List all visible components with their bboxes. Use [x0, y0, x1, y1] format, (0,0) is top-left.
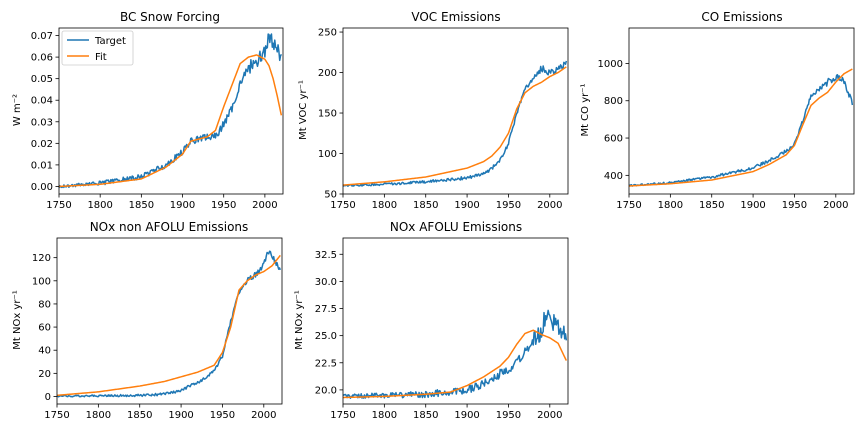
panel-co-emissions: CO Emissions Mt CO yr⁻¹ 1750 1800 1850 1900…	[580, 10, 855, 211]
y-tick-label: 250	[318, 28, 337, 39]
y-tick-label: 400	[604, 171, 623, 182]
y-tick-label: 800	[604, 96, 623, 107]
series-line-fit	[342, 329, 568, 399]
y-axis-label: Mt NOx yr⁻¹	[294, 290, 305, 350]
y-tick-label: 0.07	[31, 31, 53, 42]
x-tick-label: 2000	[537, 410, 562, 421]
y-tick-label: 32.5	[315, 250, 337, 261]
series-line-target	[56, 250, 282, 398]
x-tick-label: 1800	[372, 200, 397, 211]
y-tick-label: 100	[318, 149, 337, 160]
x-tick-label: 1900	[170, 200, 195, 211]
panel-title: BC Snow Forcing	[120, 10, 220, 24]
y-tick-label: 120	[32, 253, 51, 264]
x-tick-label: 1950	[782, 200, 807, 211]
x-tick-label: 1850	[413, 410, 438, 421]
y-axis-label: Mt NOx yr⁻¹	[12, 290, 23, 350]
y-tick-label: 22.5	[315, 358, 337, 369]
x-tick-label: 2000	[537, 200, 562, 211]
y-tick-label: 40	[38, 346, 51, 357]
plot-frame	[342, 27, 569, 195]
x-tick-label: 1950	[211, 200, 236, 211]
y-tick-label: 30.0	[315, 277, 337, 288]
y-tick-label: 0.06	[31, 53, 53, 64]
y-tick-label: 50	[324, 190, 337, 201]
x-tick-label: 1900	[454, 200, 479, 211]
y-tick-label: 0.00	[31, 182, 53, 193]
y-axis-label: Mt CO yr⁻¹	[580, 83, 591, 136]
x-tick-label: 1800	[658, 200, 683, 211]
x-tick-label: 1750	[44, 410, 69, 421]
x-tick-label: 1900	[740, 200, 765, 211]
x-tick-label: 2000	[252, 200, 277, 211]
y-tick-label: 0.05	[31, 74, 53, 85]
x-tick-label: 1750	[330, 410, 355, 421]
y-tick-label: 27.5	[315, 304, 337, 315]
x-tick-label: 1950	[496, 200, 521, 211]
series-line-fit	[56, 254, 281, 397]
x-tick-label: 1850	[413, 200, 438, 211]
plot-frame	[342, 237, 569, 405]
panel-nox-non-afolu-emissions: NOx non AFOLU Emissions Mt NOx yr⁻¹ 1750…	[12, 220, 283, 421]
y-tick-label: 0	[45, 392, 51, 403]
series-line-target	[342, 60, 568, 187]
y-tick-label: 20.0	[315, 385, 337, 396]
x-tick-label: 1900	[168, 410, 193, 421]
legend: Target Fit	[61, 30, 134, 66]
y-tick-label: 1000	[598, 59, 623, 70]
series-line-fit	[58, 54, 283, 188]
x-tick-label: 2000	[251, 410, 276, 421]
legend-fit-label: Fit	[95, 52, 107, 63]
panel-bc-snow-forcing: BC Snow Forcing W m⁻² Target Fit 1750 180…	[12, 10, 284, 211]
y-tick-label: 0.04	[31, 96, 53, 107]
x-tick-label: 1750	[330, 200, 355, 211]
panel-voc-emissions: VOC Emissions Mt VOC yr⁻¹ 1750 1800 1850 19…	[298, 10, 569, 211]
y-tick-label: 0.01	[31, 160, 53, 171]
y-tick-label: 150	[318, 109, 337, 120]
y-axis-label: Mt VOC yr⁻¹	[298, 80, 309, 140]
y-tick-label: 20	[38, 369, 51, 380]
x-tick-label: 1850	[127, 410, 152, 421]
panel-title: VOC Emissions	[411, 10, 500, 24]
panel-title: CO Emissions	[701, 10, 782, 24]
y-tick-label: 25.0	[315, 331, 337, 342]
x-tick-label: 1750	[616, 200, 641, 211]
x-tick-label: 1800	[87, 200, 112, 211]
series-line-target	[628, 74, 854, 187]
y-tick-label: 80	[38, 299, 51, 310]
x-tick-label: 1850	[129, 200, 154, 211]
plot-frame	[56, 237, 283, 405]
x-tick-label: 1900	[454, 410, 479, 421]
x-tick-label: 1850	[699, 200, 724, 211]
x-tick-label: 2000	[823, 200, 848, 211]
y-tick-label: 200	[318, 68, 337, 79]
series-line-fit	[628, 68, 853, 187]
plot-frame	[58, 27, 284, 195]
series-line-target	[342, 309, 568, 399]
y-tick-label: 0.03	[31, 117, 53, 128]
y-tick-label: 600	[604, 134, 623, 145]
panel-title: NOx AFOLU Emissions	[390, 220, 522, 234]
x-tick-label: 1950	[210, 410, 235, 421]
y-axis-label: W m⁻²	[12, 94, 23, 126]
panel-title: NOx non AFOLU Emissions	[90, 220, 249, 234]
series-line-fit	[342, 66, 567, 186]
y-tick-label: 60	[38, 323, 51, 334]
y-tick-label: 100	[32, 276, 51, 287]
x-tick-label: 1750	[46, 200, 71, 211]
plot-frame	[628, 27, 855, 195]
x-tick-label: 1950	[496, 410, 521, 421]
y-tick-label: 0.02	[31, 139, 53, 150]
legend-target-label: Target	[94, 36, 126, 47]
panel-nox-afolu-emissions: NOx AFOLU Emissions Mt NOx yr⁻¹ 1750 1800…	[294, 220, 569, 421]
x-tick-label: 1800	[372, 410, 397, 421]
x-tick-label: 1800	[86, 410, 111, 421]
